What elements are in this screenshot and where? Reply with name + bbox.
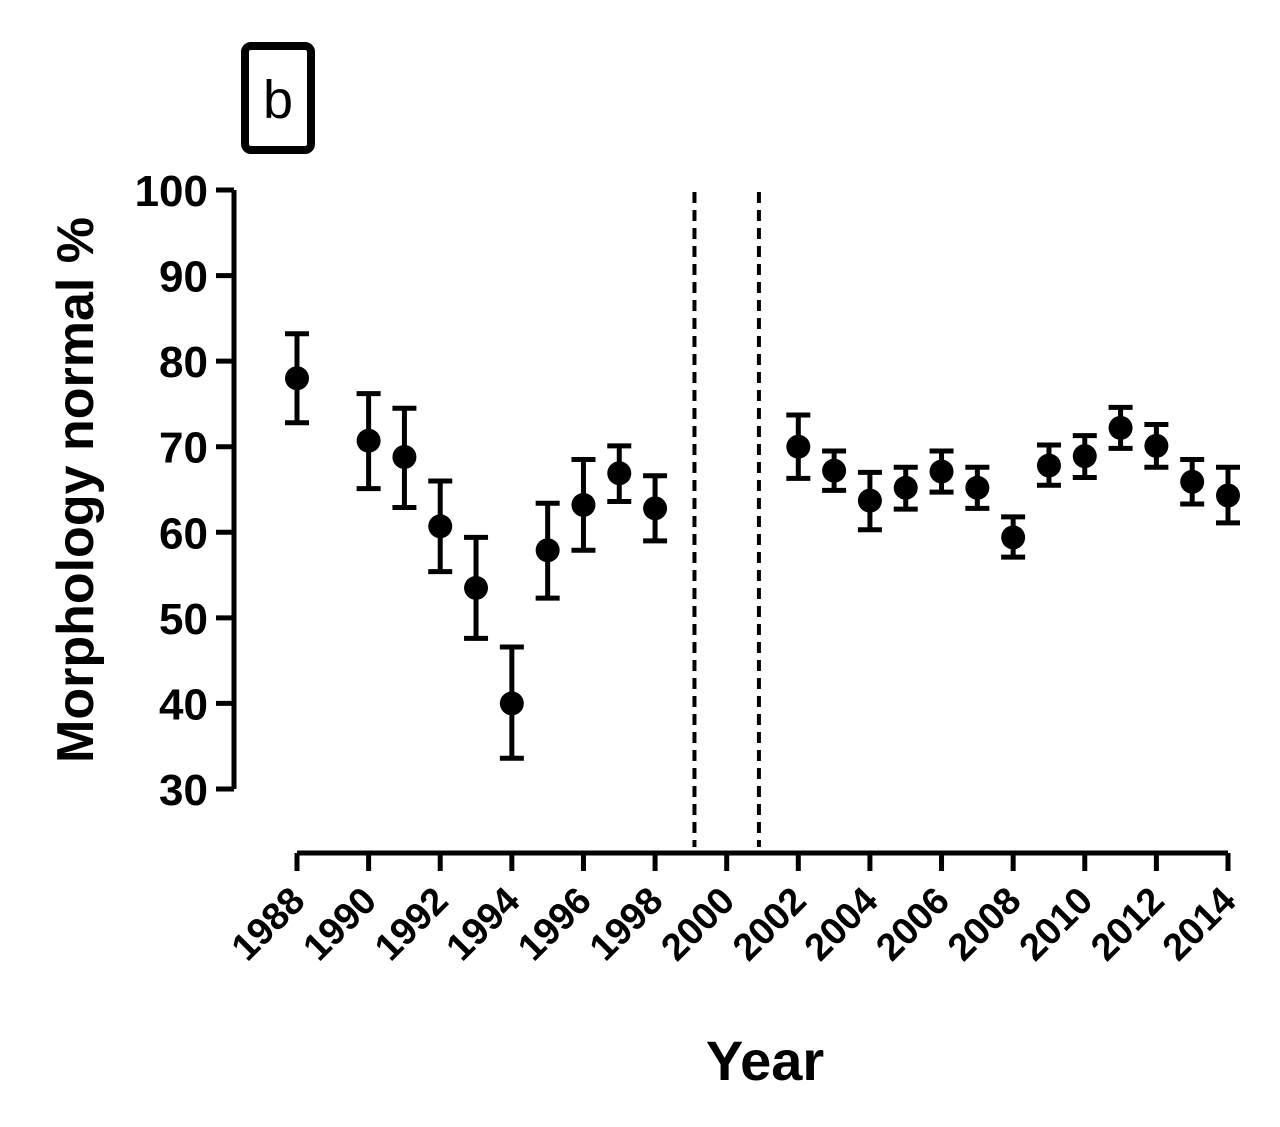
data-point <box>1216 483 1240 508</box>
data-point <box>1072 444 1097 469</box>
y-axis-label: Morphology normal % <box>47 217 105 763</box>
x-tick-label: 2004 <box>797 880 886 969</box>
data-point <box>428 514 453 539</box>
data-point <box>929 459 954 484</box>
data-point <box>571 492 596 517</box>
y-tick-label: 30 <box>159 766 208 815</box>
y-tick-label: 90 <box>159 253 208 302</box>
data-point <box>356 428 381 453</box>
x-tick-label: 1998 <box>582 880 671 969</box>
data-point <box>392 444 417 469</box>
x-tick-label: 2014 <box>1155 880 1244 969</box>
x-tick-label: 2012 <box>1083 880 1172 969</box>
y-tick-label: 40 <box>159 680 208 729</box>
panel-label-text: b <box>263 70 293 130</box>
data-point <box>1180 469 1205 494</box>
x-tick-label: 1988 <box>224 880 313 969</box>
y-tick-label: 50 <box>159 595 208 644</box>
x-tick-label: 2008 <box>940 880 1029 969</box>
x-tick-label: 1992 <box>367 880 456 969</box>
reference-lines <box>692 192 761 847</box>
data-point <box>965 475 990 500</box>
data-points <box>285 366 1240 716</box>
data-point <box>1001 525 1026 550</box>
data-point <box>643 496 668 521</box>
x-tick-label: 1996 <box>510 880 599 969</box>
x-axis-label: Year <box>706 1029 824 1092</box>
data-point <box>1036 453 1061 478</box>
x-tick-label: 1994 <box>439 880 528 969</box>
x-tick-label: 2006 <box>868 880 957 969</box>
x-tick-label: 2002 <box>725 880 814 969</box>
data-point <box>499 691 524 716</box>
y-ticks: 30 40 50 60 70 80 90 100 <box>135 167 234 815</box>
data-point <box>786 434 811 459</box>
data-point <box>893 475 918 500</box>
x-tick-label: 2010 <box>1012 880 1101 969</box>
data-point <box>1108 415 1133 440</box>
data-point <box>535 538 560 563</box>
panel-label-box <box>241 42 315 154</box>
y-tick-label: 70 <box>159 424 208 473</box>
x-ticks: 1988199019921994199619982000200220042006… <box>224 853 1244 969</box>
error-bars <box>285 331 1240 761</box>
data-point <box>857 488 882 513</box>
y-tick-label: 80 <box>159 338 208 387</box>
data-point <box>607 461 632 486</box>
data-point <box>285 366 309 391</box>
data-point <box>1144 433 1169 458</box>
y-tick-label: 60 <box>159 509 208 558</box>
panel-label: b <box>241 42 315 154</box>
y-tick-label: 100 <box>135 167 208 216</box>
x-tick-label: 2000 <box>654 880 743 969</box>
data-point <box>464 575 489 600</box>
x-tick-label: 1990 <box>295 880 384 969</box>
data-point <box>822 458 847 483</box>
